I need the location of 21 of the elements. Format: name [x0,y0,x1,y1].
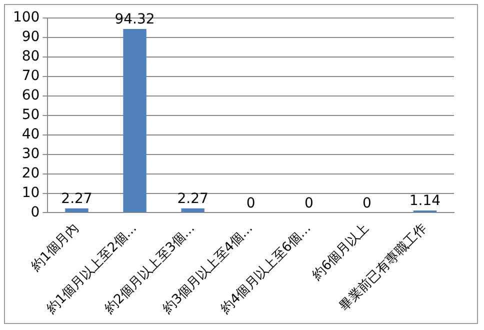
y-tick-label: 60 [22,88,40,104]
y-tick-label: 10 [22,184,40,201]
data-label: 2.27 [177,190,208,207]
y-tick-label: 0 [30,204,40,220]
data-label: 0 [362,195,372,212]
y-tick-label: 40 [22,126,40,142]
y-tick-label: 30 [22,146,40,162]
data-label: 1.14 [409,193,441,210]
y-tick-label: 20 [22,165,40,182]
bar [181,208,204,212]
data-label: 0 [304,195,314,212]
y-tick-label: 100 [12,10,40,26]
data-label: 2.27 [61,190,92,207]
y-tick-label: 80 [22,48,40,65]
y-tick-label: 50 [22,107,40,124]
bar [123,29,146,212]
data-label: 94.32 [114,12,155,28]
y-tick-label: 90 [22,29,40,46]
data-label: 0 [246,195,256,212]
y-tick-label: 70 [22,68,40,84]
bar [65,208,88,212]
